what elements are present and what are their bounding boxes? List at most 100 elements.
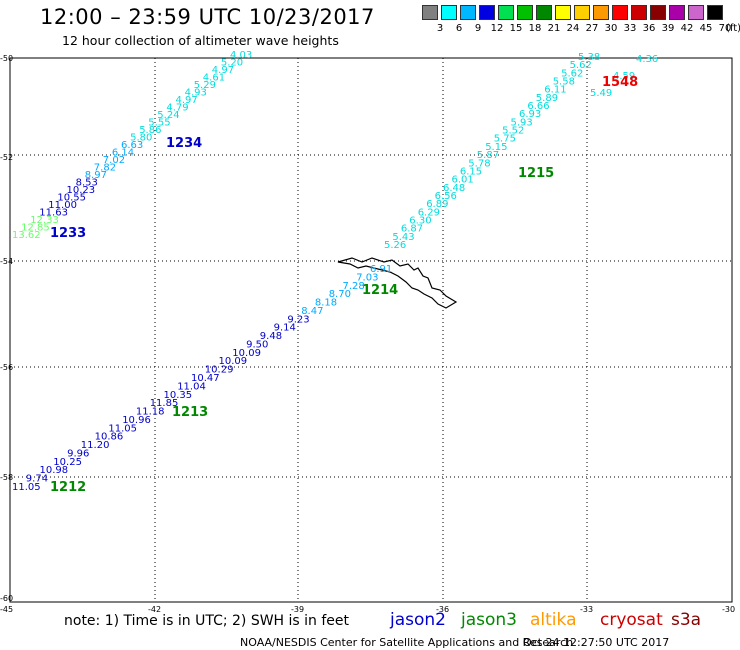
wave-height-label: 9.23 xyxy=(287,314,309,325)
longitude-tick-label: -30 xyxy=(722,605,735,614)
wave-height-label: 4.03 xyxy=(230,50,252,61)
colorbar-swatch xyxy=(460,5,476,20)
wave-height-label: 5.20 xyxy=(221,58,243,69)
colorbar-label: 12 xyxy=(490,23,504,34)
wave-height-label: 5.24 xyxy=(157,110,179,121)
latitude-tick-label: -56 xyxy=(0,363,13,372)
legend-cryosat: cryosat xyxy=(600,610,663,630)
wave-height-label: 10.09 xyxy=(232,348,261,359)
longitude-tick-label: -33 xyxy=(580,605,593,614)
plot-frame xyxy=(9,57,733,603)
wave-height-label: 4.79 xyxy=(166,103,188,114)
wave-height-label: 6.11 xyxy=(544,85,566,96)
wave-height-label: 6.89 xyxy=(426,199,448,210)
wave-height-label: 5.26 xyxy=(384,240,406,251)
colorbar-swatch xyxy=(669,5,685,20)
wave-height-label: 10.47 xyxy=(191,373,220,384)
wave-height-label: 6.91 xyxy=(370,264,392,275)
longitude-tick-label: -36 xyxy=(436,605,449,614)
colorbar-label: 30 xyxy=(604,23,618,34)
colorbar-swatch xyxy=(574,5,590,20)
wave-height-label: 12.33 xyxy=(30,215,59,226)
pass-time-label: 1234 xyxy=(166,136,202,151)
wave-height-label: 5.49 xyxy=(590,88,612,99)
wave-height-label: 5.86 xyxy=(139,125,161,136)
wave-height-label: 5.52 xyxy=(502,126,524,137)
colorbar-swatch xyxy=(517,5,533,20)
pass-time-label: 1214 xyxy=(362,283,398,298)
colorbar-swatch xyxy=(441,5,457,20)
wave-height-label: 8.97 xyxy=(85,170,107,181)
wave-height-label: 6.48 xyxy=(443,183,465,194)
wave-height-label: 9.14 xyxy=(274,323,296,334)
wave-height-label: 5.80 xyxy=(130,133,152,144)
pass-time-label: 1233 xyxy=(50,226,86,241)
wave-height-label: 10.25 xyxy=(53,457,82,468)
colorbar-swatch xyxy=(536,5,552,20)
wave-height-label: 10.23 xyxy=(67,185,96,196)
wave-height-label: 10.55 xyxy=(57,193,86,204)
note-text: note: 1) Time is in UTC; 2) SWH is in fe… xyxy=(64,613,350,629)
pass-time-label: 1548 xyxy=(602,75,638,90)
wave-height-label: 13.62 xyxy=(12,230,41,241)
colorbar-swatch xyxy=(479,5,495,20)
wave-height-label: 6.15 xyxy=(460,166,482,177)
longitude-tick-label: -39 xyxy=(291,605,304,614)
wave-height-label: 8.47 xyxy=(301,306,323,317)
colorbar-swatch xyxy=(631,5,647,20)
wave-height-label: 7.03 xyxy=(356,272,378,283)
wave-height-label: 9.74 xyxy=(26,474,48,485)
wave-height-label: 11.05 xyxy=(12,482,41,493)
wave-height-label: 11.85 xyxy=(150,398,179,409)
wave-height-label: 9.96 xyxy=(67,449,89,460)
colorbar-label: 15 xyxy=(509,23,523,34)
wave-height-label: 5.78 xyxy=(468,158,490,169)
wave-height-label: 9.48 xyxy=(260,331,282,342)
pass-time-label: 1213 xyxy=(172,405,208,420)
colorbar-swatch xyxy=(612,5,628,20)
wave-height-label: 6.93 xyxy=(519,109,541,120)
wave-height-label: 8.53 xyxy=(76,178,98,189)
colorbar-swatch xyxy=(498,5,514,20)
latitude-tick-label: -60 xyxy=(0,594,13,603)
wave-height-label: 5.29 xyxy=(194,80,216,91)
altimeter-tracks: 13.6212.8512.3311.6311.0010.5510.238.538… xyxy=(12,50,658,495)
wave-height-label: 5.15 xyxy=(485,142,507,153)
chart-subtitle: 12 hour collection of altimeter wave hei… xyxy=(62,33,339,48)
pass-time-label: 1215 xyxy=(518,166,554,181)
wave-height-label: 4.93 xyxy=(185,88,207,99)
lat-lon-grid xyxy=(10,58,732,602)
wave-height-label: 5.62 xyxy=(561,68,583,79)
colorbar-swatch xyxy=(650,5,666,20)
axis-tick-labels: -50 -52 -54 -56 -58 -60 -45 -42 -39 -36 -33 -30 xyxy=(0,54,735,614)
colorbar-label: 33 xyxy=(623,23,637,34)
colorbar-label: 27 xyxy=(585,23,599,34)
wave-height-label: 7.02 xyxy=(103,155,125,166)
colorbar-swatch xyxy=(593,5,609,20)
latitude-tick-label: -50 xyxy=(0,54,13,63)
wave-height-label: 6.87 xyxy=(401,224,423,235)
colorbar-label: 21 xyxy=(547,23,561,34)
wave-height-label: 6.63 xyxy=(121,140,143,151)
wave-height-label: 9.50 xyxy=(246,340,268,351)
longitude-tick-label: -42 xyxy=(148,605,161,614)
wave-height-label: 5.89 xyxy=(536,93,558,104)
wave-height-label: 4.36 xyxy=(636,54,658,65)
colorbar-label: 3 xyxy=(436,23,444,34)
wave-height-label: 4.97 xyxy=(212,65,234,76)
wave-height-label: 5.93 xyxy=(511,117,533,128)
wave-height-label: 10.35 xyxy=(164,390,193,401)
colorbar-label: 6 xyxy=(455,23,463,34)
wave-height-label: 5.62 xyxy=(570,60,592,71)
wave-height-label: 11.00 xyxy=(48,200,77,211)
colorbar-label: 9 xyxy=(474,23,482,34)
wave-height-label: 5.58 xyxy=(553,77,575,88)
wave-height-label: 10.86 xyxy=(95,432,124,443)
colorbar-swatch xyxy=(688,5,704,20)
wave-height-label: 11.20 xyxy=(81,440,110,451)
colorbar-unit: (ft) xyxy=(726,23,740,34)
wave-height-label: 8.18 xyxy=(315,298,337,309)
legend-jason2: jason2 xyxy=(390,610,446,630)
wave-height-label: 10.98 xyxy=(40,465,69,476)
